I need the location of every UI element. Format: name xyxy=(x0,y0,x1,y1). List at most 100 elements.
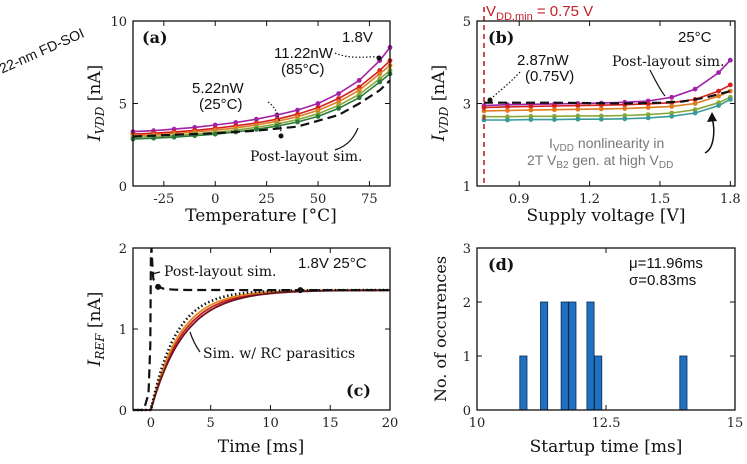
panel-a-leader-post xyxy=(334,127,359,151)
panel-a-leader-25 xyxy=(267,101,282,134)
panel-b-series-3-point xyxy=(552,113,557,119)
panel-a-series-0-point xyxy=(212,122,218,128)
panel-c-ytick-label: 0 xyxy=(119,404,127,419)
panel-a-series-2-point xyxy=(377,71,383,77)
panel-b-nonlin-arrowhead xyxy=(707,112,717,122)
panel-b-ytick-label: 3 xyxy=(463,98,471,113)
panel-c-xtick-label: 15 xyxy=(322,416,339,431)
panel-b-series-4-point xyxy=(727,97,733,102)
panel-a-xtick-label: 0 xyxy=(211,192,219,207)
panel-d-ytick-label: 2 xyxy=(463,296,471,311)
panel-b-series-2-point xyxy=(598,106,604,112)
panel-b-series-2-point xyxy=(669,104,675,109)
panel-b-series-0-point xyxy=(727,57,733,63)
panel-a-ann-post: Post-layout sim. xyxy=(250,149,362,165)
panel-d-xtick-label: 15 xyxy=(727,416,744,431)
panel-a-series-2-point xyxy=(315,108,321,113)
panel-b-series-2-point xyxy=(575,106,581,112)
panel-b-ann-075v: (0.75V) xyxy=(525,68,574,85)
panel-b-series-1-point xyxy=(552,103,557,109)
panel-a-series-0-point xyxy=(315,101,321,106)
panel-b-series-3-point xyxy=(505,114,510,120)
panel-b-series-2-point xyxy=(692,101,698,106)
panel-b-ann-25c: 25°C xyxy=(678,29,712,46)
panel-a-series-4-point xyxy=(295,119,300,125)
panel-a-ytick-label: 0 xyxy=(119,180,127,195)
panel-b-ylabel: IVDD [nA] xyxy=(429,65,451,143)
panel-c-series xyxy=(133,247,391,412)
panel-a-series-4-point xyxy=(151,135,157,141)
panel-b-series-3-point xyxy=(645,112,651,117)
panel-c-ann-cond: 1.8V 25°C xyxy=(298,255,367,272)
panel-b-leader-post xyxy=(649,69,666,97)
panel-b-post-bg xyxy=(610,50,720,70)
panel-b-series-4-point xyxy=(505,117,510,123)
panel-d-bar xyxy=(519,355,528,411)
panel-a-ytick-label: 10 xyxy=(110,15,127,30)
panel-b-ytick-label: 5 xyxy=(463,15,471,30)
panel-a: -25 0 25 50 75 0 5 10 (a) Temperature [°C] IVDD… xyxy=(85,15,393,226)
panel-a-series-0-point xyxy=(336,91,341,96)
panel-c-xtick-label: 10 xyxy=(262,416,279,431)
panel-a-series-1-point xyxy=(336,96,341,101)
panel-a-series-4-point xyxy=(171,134,177,140)
panel-a-xtick-label: -25 xyxy=(153,192,174,207)
panel-a-series-0-point xyxy=(254,116,259,122)
panel-b-series-4-point xyxy=(716,103,721,108)
panel-d-frame xyxy=(476,247,736,411)
panel-a-xtick-label: 50 xyxy=(310,192,327,207)
panel-c-ann-post: Post-layout sim. xyxy=(164,264,276,280)
panel-b-series-2-point xyxy=(528,107,534,113)
panel-b-label: (b) xyxy=(488,28,514,47)
panel-a-series-1 xyxy=(132,60,391,135)
panel-d-bar xyxy=(679,355,688,411)
panel-b-vmin-label: VDD,min = 0.75 V xyxy=(486,3,593,23)
panel-c-ytick-label: 1 xyxy=(119,323,127,338)
panel-c-post-dot xyxy=(155,283,162,290)
panel-a-legend-bg xyxy=(248,145,388,165)
panel-c-xlabel: Time [ms] xyxy=(218,437,304,457)
panel-b-ticks: 0.9 1.2 1.5 1.8 1 3 5 xyxy=(463,15,741,207)
panel-b-series-2-point xyxy=(645,105,651,110)
panel-b-series-4-point xyxy=(552,117,557,122)
panel-a-leader-85 xyxy=(334,52,379,58)
panel-a-series-1-point xyxy=(356,84,362,90)
panel-d-xtick-label: 12.5 xyxy=(592,416,621,431)
panel-b-xtick-label: 1.5 xyxy=(650,192,671,207)
panel-b-series-2-point xyxy=(716,93,721,99)
panel-a-series-4-point xyxy=(274,123,280,129)
panel-b-ann-nonlin-2: 2T VB2 gen. at high VDD xyxy=(527,152,673,171)
panel-b-series-0-point xyxy=(692,86,698,92)
panel-b-series-1-point xyxy=(528,104,534,109)
panel-d-xtick-label: 10 xyxy=(469,416,486,431)
panel-d-ticks: 10 12.5 15 0 1 2 3 xyxy=(463,242,744,431)
panel-d-xlabel: Startup time [ms] xyxy=(530,437,683,457)
panel-a-series-2-point xyxy=(336,99,341,105)
panel-d-ytick-label: 0 xyxy=(463,404,471,419)
panel-d-bar xyxy=(560,301,569,411)
panel-c-xtick-label: 20 xyxy=(382,416,399,431)
panel-a-leader-25-dot xyxy=(278,133,284,139)
panel-a-ann-11nw: 11.22nW xyxy=(274,45,334,62)
panel-b-series-4-point xyxy=(598,116,604,122)
panel-b-series xyxy=(481,7,733,186)
panel-b-series-2-point xyxy=(622,106,628,111)
panel-a-ann-85c: (85°C) xyxy=(281,61,325,78)
panel-b-xtick-label: 1.8 xyxy=(720,192,741,207)
panel-d-ann-mu: μ=11.96ms xyxy=(629,255,703,272)
panel-b-series-1-point xyxy=(505,104,510,110)
panel-b-series-3-point xyxy=(669,110,675,116)
panel-c-xtick-label: 0 xyxy=(147,416,155,431)
panel-b-series-1-point xyxy=(645,101,651,107)
panel-b-ann-nonlin-1: IVDD nonlinearity in xyxy=(549,135,664,154)
panel-d-bar xyxy=(594,355,603,411)
panel-b-series-2 xyxy=(483,90,731,112)
panel-c-xtick-label: 5 xyxy=(207,416,215,431)
panel-a-label: (a) xyxy=(142,28,168,47)
panel-a-xtick-label: 75 xyxy=(361,192,378,207)
panel-b-ann-post: Post-layout sim. xyxy=(612,54,724,70)
panel-d-bar xyxy=(586,301,595,411)
panel-a-ticks: -25 0 25 50 75 0 5 10 xyxy=(110,15,390,207)
panel-d-ann-sigma: σ=0.83ms xyxy=(629,272,696,289)
